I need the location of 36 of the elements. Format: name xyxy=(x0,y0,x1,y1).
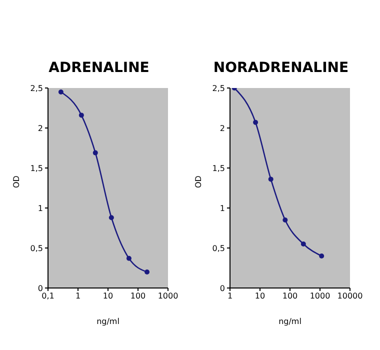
y-tick-label: 0 xyxy=(38,284,43,293)
y-tick-label: 0 xyxy=(220,284,225,293)
y-tick-label: 2,5 xyxy=(212,84,225,93)
x-tick-label: 100 xyxy=(282,292,298,301)
point xyxy=(282,218,288,222)
chart-title: ADRENALINE xyxy=(48,60,150,78)
point xyxy=(319,254,324,258)
point xyxy=(108,215,114,220)
y-tick-label: 0,5 xyxy=(212,244,225,253)
y-axis-title: OD xyxy=(194,176,203,188)
x-tick-label: 1 xyxy=(227,292,233,301)
point xyxy=(144,270,150,274)
x-tick-label: 0,1 xyxy=(42,292,54,301)
y-tick-label: 1,5 xyxy=(212,164,225,173)
x-tick-label: 1000 xyxy=(158,292,178,301)
y-axis-title: OD xyxy=(12,176,21,188)
chart-title: NORADRENALINE xyxy=(212,60,350,78)
point xyxy=(92,150,98,156)
x-axis-title: ng/ml xyxy=(96,317,120,326)
x-tick-label: 10000 xyxy=(337,292,363,301)
x-tick-label: 10 xyxy=(254,292,266,301)
y-tick-label: 1 xyxy=(220,204,225,213)
x-axis-title: ng/ml xyxy=(278,317,302,326)
point xyxy=(300,242,306,246)
y-tick-label: 1 xyxy=(38,204,43,213)
point xyxy=(126,256,132,261)
x-tick-label: 100 xyxy=(130,292,146,301)
x-tick-label: 1000 xyxy=(310,292,330,301)
y-tick-label: 0,5 xyxy=(30,244,43,253)
y-tick-label: 2 xyxy=(38,124,43,133)
x-tick-label: 10 xyxy=(102,292,114,301)
point xyxy=(58,90,64,94)
y-tick-label: 2,5 xyxy=(30,84,43,93)
x-tick-label: 1 xyxy=(75,292,81,301)
y-tick-label: 1,5 xyxy=(30,164,43,173)
y-tick-label: 2 xyxy=(220,124,225,133)
